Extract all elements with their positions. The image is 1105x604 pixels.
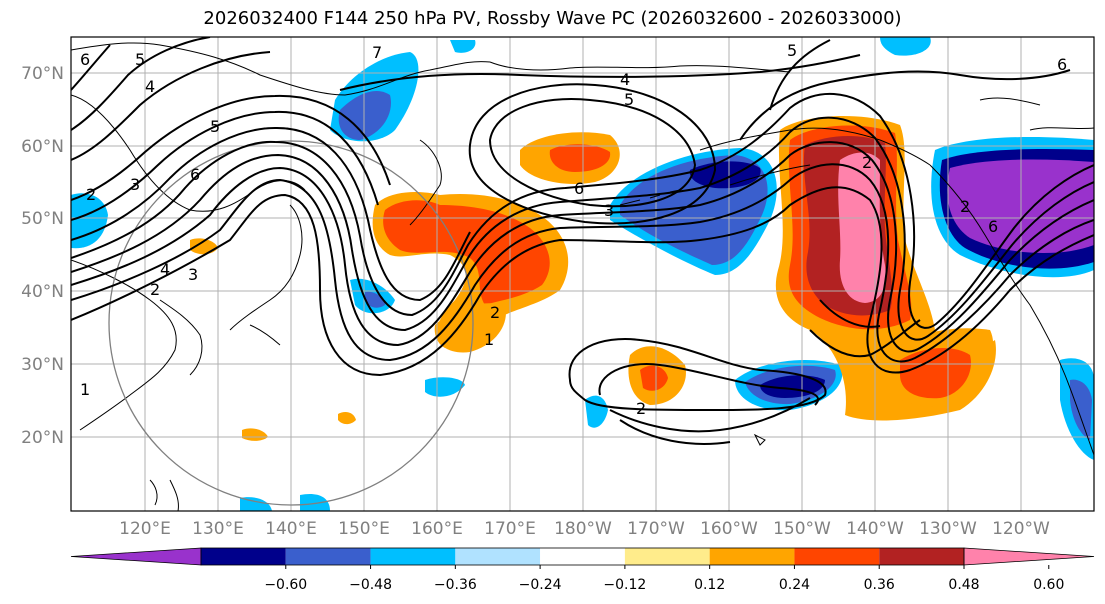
- contour-label: 2: [490, 303, 500, 322]
- colorbar-swatch: [540, 548, 625, 565]
- contour-label: 6: [574, 179, 584, 198]
- lon-label: 170°E: [484, 519, 536, 539]
- colorbar-tick-label: 0.24: [779, 577, 810, 593]
- colorbar-swatch: [879, 548, 964, 565]
- contour-label: 2: [150, 280, 160, 299]
- lon-label: 180°W: [554, 519, 612, 539]
- contour-label: 1: [80, 380, 90, 399]
- lon-label: 140°W: [846, 519, 904, 539]
- map-title: 2026032400 F144 250 hPa PV, Rossby Wave …: [203, 8, 902, 29]
- lon-label: 150°W: [773, 519, 831, 539]
- colorbar-swatch: [794, 548, 880, 565]
- colorbar-swatch: [455, 548, 541, 565]
- lat-label: 50°N: [21, 209, 64, 229]
- contour-label: 7: [372, 43, 382, 62]
- lon-label: 120°W: [992, 519, 1050, 539]
- lon-label: 120°E: [119, 519, 171, 539]
- contour-label: 3: [604, 201, 614, 220]
- colorbar-tick-label: −0.12: [603, 577, 646, 593]
- contour-label: 5: [210, 117, 220, 136]
- contour-label: 5: [135, 50, 145, 69]
- colorbar-tick-label: −0.36: [434, 577, 477, 593]
- contour-label: 6: [988, 217, 998, 236]
- lon-label: 160°W: [700, 519, 758, 539]
- colorbar-swatch: [285, 548, 371, 565]
- colorbar-swatch: [370, 548, 456, 565]
- positive-anomaly-fills: [190, 115, 996, 441]
- contour-label: 5: [787, 41, 797, 60]
- contour-label: 4: [620, 70, 630, 89]
- colorbar-tick-label: 0.48: [948, 577, 979, 593]
- latitude-labels: 70°N 60°N 50°N 40°N 30°N 20°N: [21, 64, 64, 448]
- lon-label: 140°E: [265, 519, 317, 539]
- plot-frame: [70, 36, 1095, 512]
- contour-label: 4: [160, 260, 170, 279]
- colorbar-tick-label: 0.12: [694, 577, 725, 593]
- colorbar-tick-label: 0.36: [864, 577, 895, 593]
- pv-contours: [71, 37, 1094, 445]
- colorbar-extend-high: [963, 547, 1095, 566]
- longitude-labels: 120°E 130°E 140°E 150°E 160°E 170°E 180°…: [119, 519, 1050, 539]
- contour-label: 5: [624, 90, 634, 109]
- colorbar-tick-label: −0.60: [264, 577, 307, 593]
- lat-label: 70°N: [21, 64, 64, 84]
- contour-label: 2: [862, 153, 872, 172]
- lon-label: 150°E: [338, 519, 390, 539]
- colorbar-swatch: [201, 548, 286, 565]
- contour-label: 1: [484, 330, 494, 349]
- colorbar-extend-low: [70, 547, 202, 566]
- contour-label: 4: [145, 77, 155, 96]
- lon-label: 130°W: [919, 519, 977, 539]
- contour-label: 3: [188, 265, 198, 284]
- contour-label: 2: [636, 399, 646, 418]
- lat-label: 60°N: [21, 137, 64, 157]
- lat-label: 40°N: [21, 282, 64, 302]
- contour-label: 3: [130, 175, 140, 194]
- contour-label: 2: [960, 197, 970, 216]
- colorbar-ticks: −0.60 −0.48 −0.36 −0.24 −0.12 0.12 0.24 0.36 0.4…: [264, 565, 1064, 593]
- lat-label: 20°N: [21, 428, 64, 448]
- colorbar-swatch: [624, 548, 710, 565]
- lon-label: 170°W: [627, 519, 685, 539]
- highlight-circle: [108, 140, 474, 506]
- contour-labels: 6 5 4 7 5 6 3 2 4 3 2 1 2 1 6 5 3 2 2 4 …: [80, 41, 1067, 418]
- contour-label: 2: [86, 185, 96, 204]
- graticule: [71, 37, 1094, 511]
- colorbar-tick-label: −0.48: [349, 577, 392, 593]
- contour-label: 6: [1057, 55, 1067, 74]
- colorbar-swatch: [709, 548, 795, 565]
- lat-label: 30°N: [21, 355, 64, 375]
- colorbar-tick-label: −0.24: [519, 577, 562, 593]
- lon-label: 130°E: [192, 519, 244, 539]
- lon-label: 160°E: [411, 519, 463, 539]
- contour-label: 6: [190, 165, 200, 184]
- colorbar: [70, 547, 1095, 566]
- colorbar-tick-label: 0.60: [1033, 577, 1064, 593]
- contour-label: 6: [80, 50, 90, 69]
- colorbar-frame: [200, 547, 965, 566]
